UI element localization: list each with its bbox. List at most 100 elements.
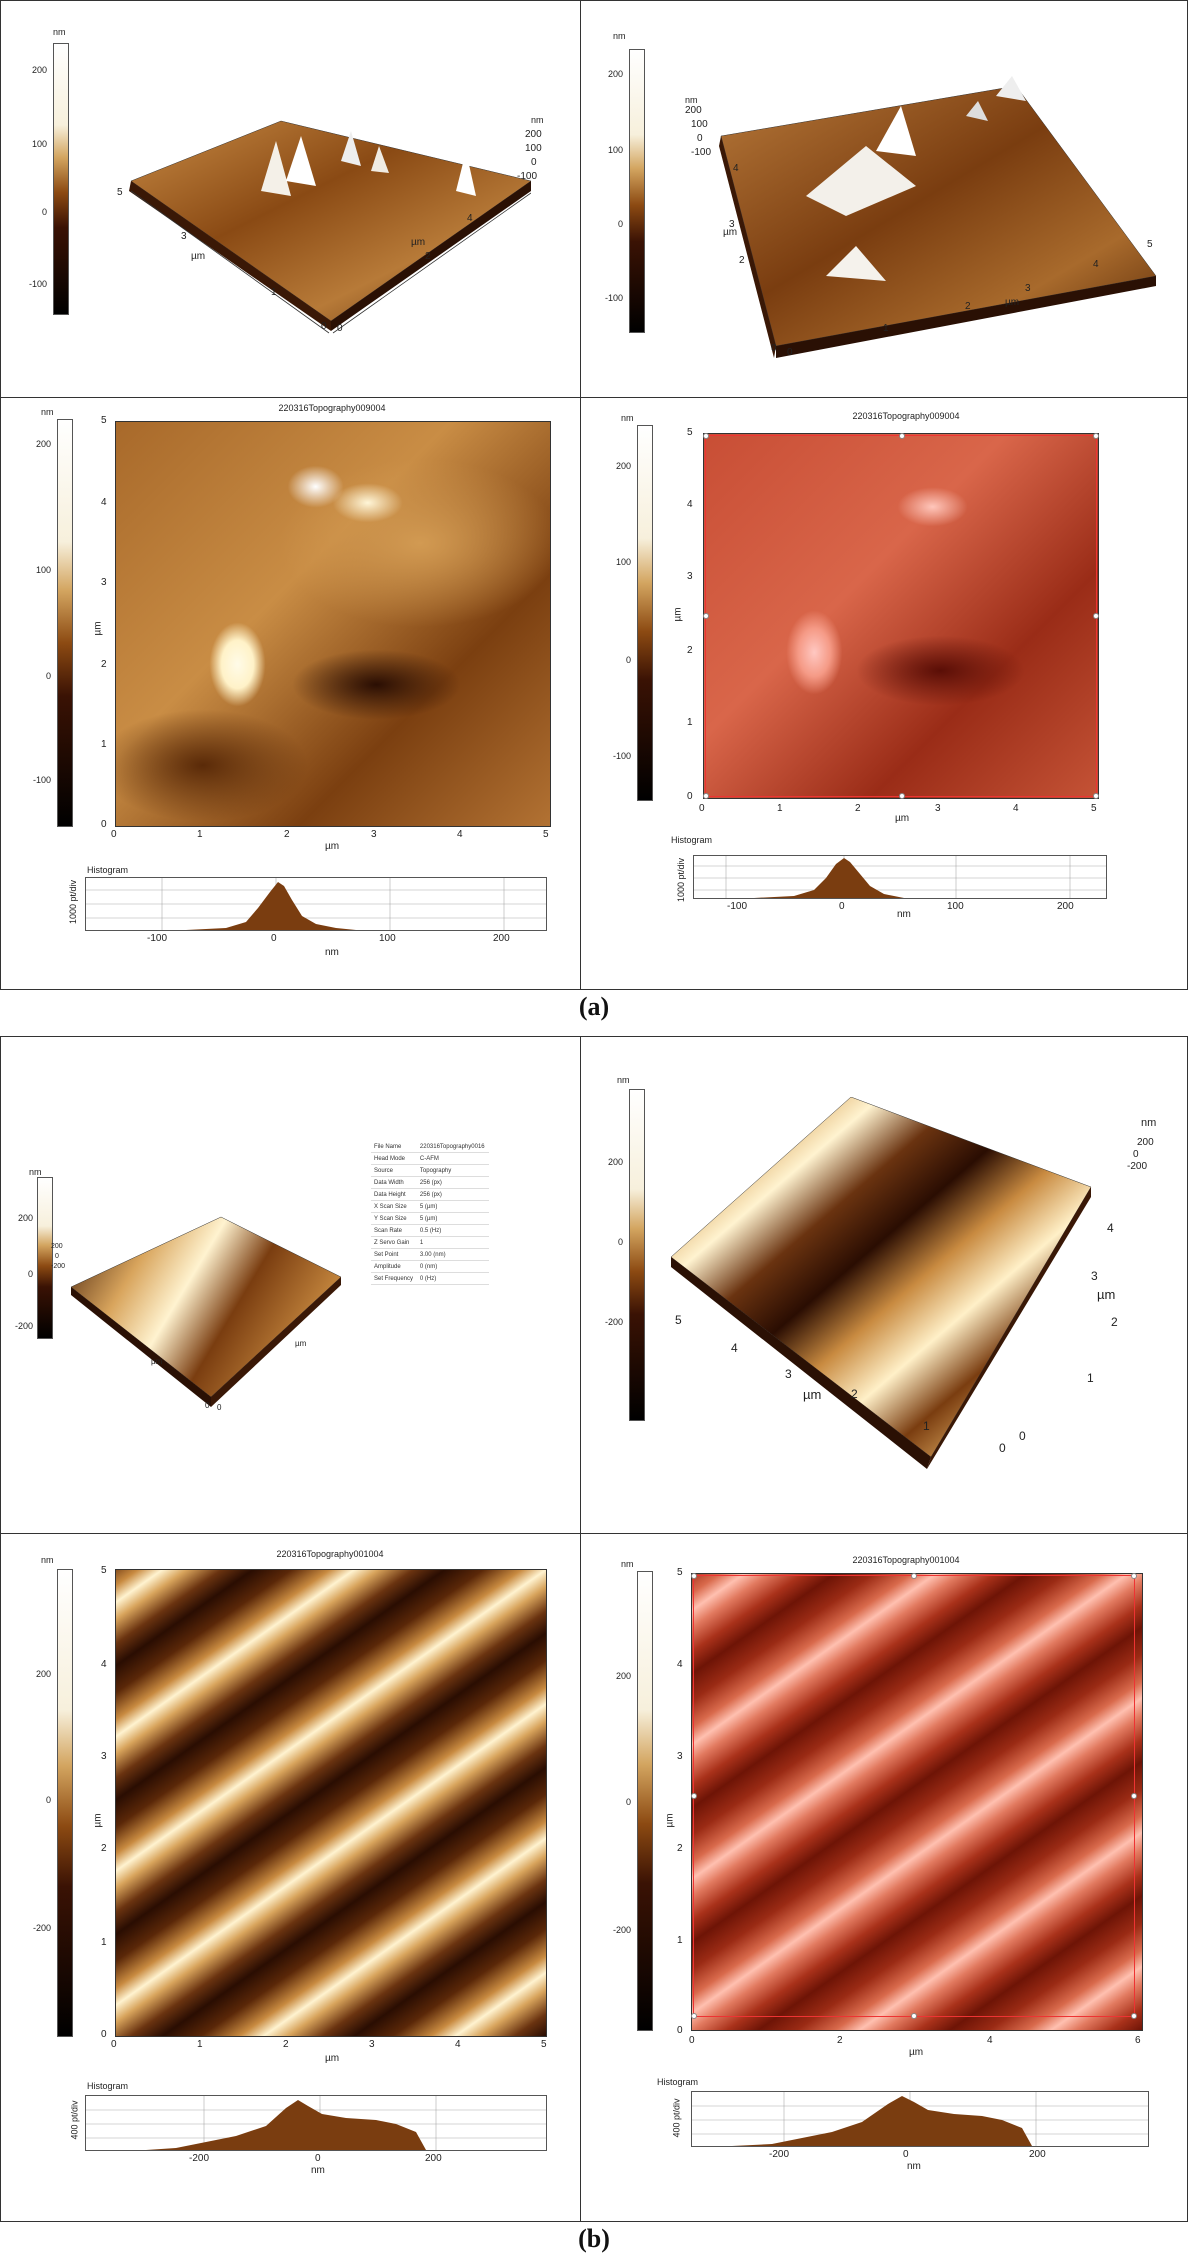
z-axis-unit: nm <box>685 95 698 105</box>
metadata-value: 256 (px) <box>416 1176 489 1189</box>
scale-tick: 100 <box>31 139 47 149</box>
axis-label-um: µm <box>295 1339 307 1348</box>
axis-tick: 2 <box>851 1387 858 1401</box>
hist-tick: 0 <box>903 2149 909 2160</box>
panel-b-2d-right: nm 200 0 -200 220316Topography001004 µm … <box>581 1535 1187 2221</box>
selection-box[interactable] <box>705 435 1097 797</box>
z-tick: 0 <box>531 157 537 168</box>
selection-handle[interactable] <box>1093 613 1099 619</box>
image-title: 220316Topography001004 <box>276 1549 384 1559</box>
height-scale-bar <box>37 1177 53 1339</box>
selection-handle[interactable] <box>1131 1793 1137 1799</box>
hist-tick: 200 <box>1057 901 1074 912</box>
axis-tick: 1 <box>1087 1371 1094 1385</box>
histogram-ylabel: 400 pt/div <box>69 2100 80 2140</box>
y-tick: 0 <box>687 791 693 802</box>
selection-handle[interactable] <box>911 2013 917 2019</box>
metadata-row: X Scan Size 5 (µm) <box>371 1200 489 1213</box>
scale-tick: 0 <box>617 1237 623 1247</box>
metadata-value: 0.5 (Hz) <box>416 1224 489 1237</box>
selection-handle[interactable] <box>1093 433 1099 439</box>
x-axis-label: µm <box>325 841 340 852</box>
y-tick: 3 <box>677 1751 683 1762</box>
selection-handle[interactable] <box>911 1573 917 1579</box>
metadata-value: 220316Topography0016 <box>416 1141 489 1153</box>
axis-tick: 2 <box>965 301 971 312</box>
selection-handle[interactable] <box>899 433 905 439</box>
selection-handle[interactable] <box>691 1793 697 1799</box>
axis-tick: 1 <box>271 287 277 298</box>
axis-tick: 5 <box>117 187 123 198</box>
hist-tick: 200 <box>493 933 510 944</box>
height-scale-bar <box>629 49 645 333</box>
metadata-key: Data Width <box>371 1176 417 1189</box>
metadata-key: Data Height <box>371 1188 417 1201</box>
axis-label-um: µm <box>1097 1287 1116 1302</box>
metadata-key: Scan Rate <box>371 1224 417 1237</box>
height-scale-bar <box>637 1571 653 2031</box>
scale-tick: 100 <box>35 565 51 575</box>
z-tick: -100 <box>691 147 712 158</box>
z-tick: 0 <box>697 133 703 144</box>
scale-tick: 200 <box>607 1157 623 1167</box>
axis-label-um: µm <box>803 1387 822 1402</box>
axis-tick: 3 <box>785 1367 792 1381</box>
scale-tick: 200 <box>17 1213 33 1223</box>
selection-handle[interactable] <box>703 613 709 619</box>
selection-handle[interactable] <box>691 1573 697 1579</box>
metadata-row: Data Width 256 (px) <box>371 1176 489 1189</box>
selection-handle[interactable] <box>1131 1573 1137 1579</box>
caption-a: (a) <box>578 992 610 1021</box>
scale-tick: 0 <box>27 1269 33 1279</box>
axis-tick: 5 <box>675 1313 682 1327</box>
y-tick: 2 <box>101 659 107 670</box>
scale-unit: nm <box>53 27 66 37</box>
figure-a-vertical-divider <box>580 1 581 989</box>
metadata-key: Amplitude <box>371 1260 417 1273</box>
selection-handle[interactable] <box>1093 793 1099 799</box>
selection-handle[interactable] <box>899 793 905 799</box>
selection-handle[interactable] <box>1131 2013 1137 2019</box>
selection-box[interactable] <box>693 1575 1135 2017</box>
x-tick: 1 <box>777 803 783 814</box>
selection-handle[interactable] <box>691 2013 697 2019</box>
axis-label-um: µm <box>723 227 738 238</box>
metadata-row: Y Scan Size 5 (µm) <box>371 1212 489 1225</box>
metadata-row: Scan Rate 0.5 (Hz) <box>371 1224 489 1237</box>
scale-tick: -200 <box>32 1923 51 1933</box>
panel-b-3d-left: nm 200 0 -200 200 0 -200 0 0 µm µm File … <box>1 1037 579 1533</box>
y-tick: 1 <box>687 717 693 728</box>
hist-tick: 200 <box>1029 2149 1046 2160</box>
y-tick: 5 <box>101 415 107 426</box>
y-tick: 4 <box>101 1659 107 1670</box>
scale-tick: 0 <box>625 1797 631 1807</box>
histogram <box>691 2091 1149 2147</box>
selection-handle[interactable] <box>703 433 709 439</box>
axis-tick: 0 <box>999 1441 1006 1455</box>
metadata-value: 1 <box>416 1236 489 1249</box>
histogram-title: Histogram <box>87 2081 129 2091</box>
scale-unit: nm <box>621 1559 634 1569</box>
figure-b: nm 200 0 -200 200 0 -200 0 0 µm µm File … <box>0 1036 1188 2222</box>
metadata-value: 5 (µm) <box>416 1212 489 1225</box>
axis-label-um: µm <box>151 1357 163 1366</box>
y-tick: 2 <box>101 1843 107 1854</box>
scale-tick: -200 <box>14 1321 33 1331</box>
metadata-value: 3.00 (nm) <box>416 1248 489 1261</box>
y-tick: 1 <box>677 1935 683 1946</box>
x-tick: 1 <box>197 829 203 840</box>
y-tick: 1 <box>101 1937 107 1948</box>
axis-tick: 0 <box>217 1403 222 1412</box>
y-tick: 3 <box>101 1751 107 1762</box>
hist-tick: 0 <box>271 933 277 944</box>
histogram-title: Histogram <box>657 2077 699 2087</box>
3d-surface-plot <box>71 1216 342 1407</box>
metadata-key: Source <box>371 1164 417 1177</box>
scale-tick: -100 <box>28 279 47 289</box>
metadata-key: Head Mode <box>371 1152 417 1165</box>
y-axis-label: µm <box>92 621 104 636</box>
selection-handle[interactable] <box>703 793 709 799</box>
axis-tick: 3 <box>181 231 187 242</box>
z-tick: 200 <box>51 1243 63 1250</box>
axis-tick: 0 <box>771 343 777 354</box>
